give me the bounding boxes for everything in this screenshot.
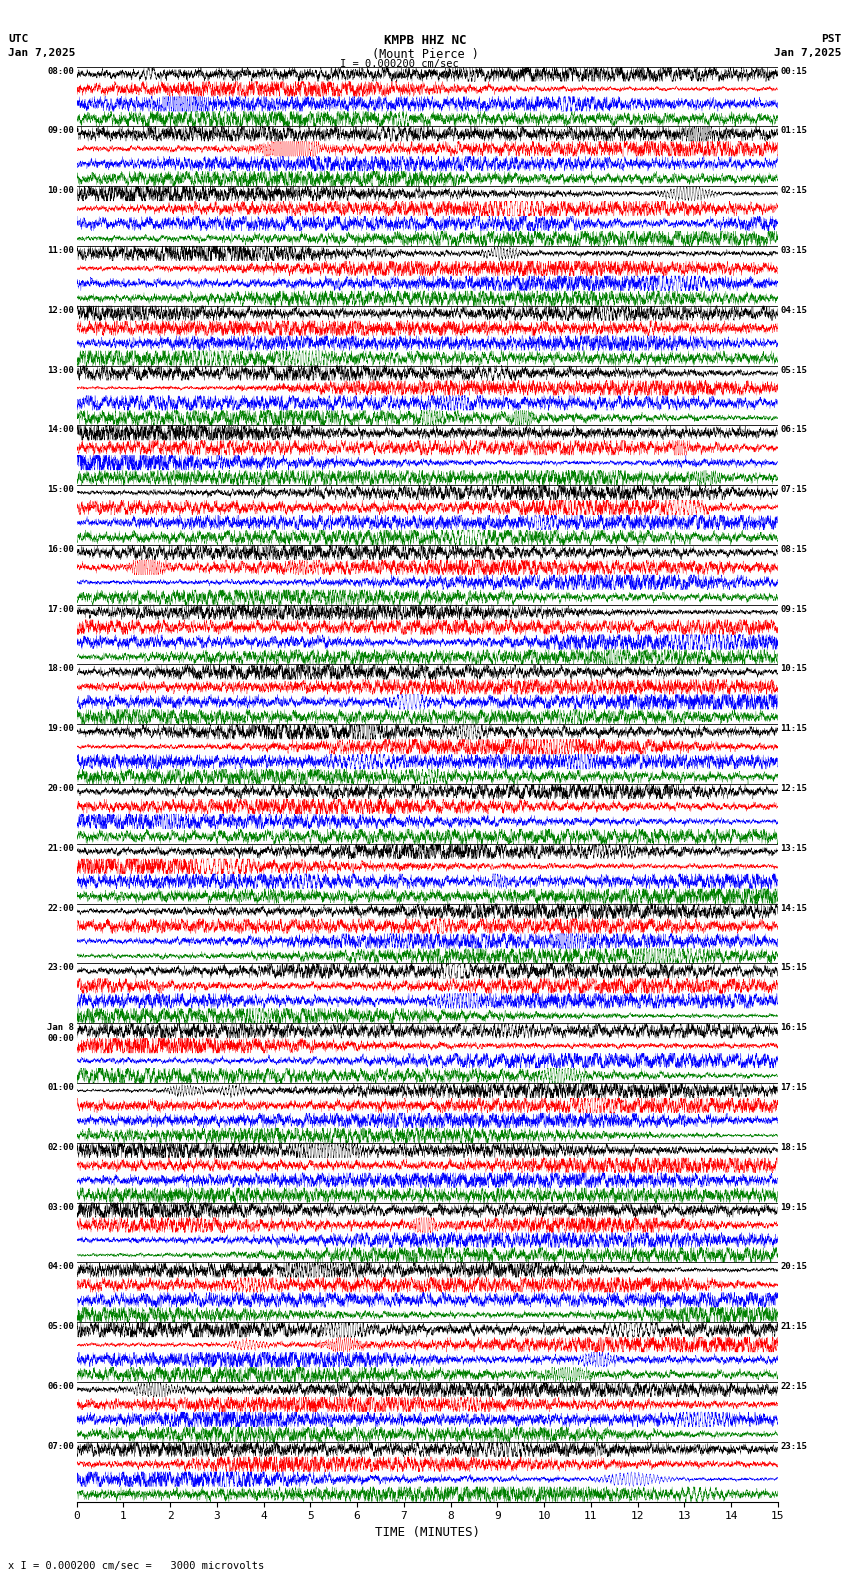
Text: 19:15: 19:15 bbox=[780, 1202, 808, 1212]
Text: 15:15: 15:15 bbox=[780, 963, 808, 973]
Text: 02:15: 02:15 bbox=[780, 187, 808, 195]
Text: 23:00: 23:00 bbox=[47, 963, 74, 973]
Text: 07:15: 07:15 bbox=[780, 485, 808, 494]
Text: 14:15: 14:15 bbox=[780, 903, 808, 912]
Text: 08:15: 08:15 bbox=[780, 545, 808, 554]
Text: 10:00: 10:00 bbox=[47, 187, 74, 195]
Text: 18:15: 18:15 bbox=[780, 1144, 808, 1152]
Text: I = 0.000200 cm/sec: I = 0.000200 cm/sec bbox=[340, 59, 459, 68]
Text: 20:15: 20:15 bbox=[780, 1262, 808, 1272]
Text: 08:00: 08:00 bbox=[47, 67, 74, 76]
Text: 12:00: 12:00 bbox=[47, 306, 74, 315]
Text: 06:15: 06:15 bbox=[780, 425, 808, 434]
Text: 05:15: 05:15 bbox=[780, 366, 808, 374]
Text: 13:00: 13:00 bbox=[47, 366, 74, 374]
Text: 03:15: 03:15 bbox=[780, 246, 808, 255]
Text: 03:00: 03:00 bbox=[47, 1202, 74, 1212]
Text: (Mount Pierce ): (Mount Pierce ) bbox=[371, 48, 479, 60]
Text: 19:00: 19:00 bbox=[47, 724, 74, 733]
Text: 21:15: 21:15 bbox=[780, 1323, 808, 1331]
Text: 17:00: 17:00 bbox=[47, 605, 74, 613]
Text: 22:00: 22:00 bbox=[47, 903, 74, 912]
Text: Jan 7,2025: Jan 7,2025 bbox=[8, 48, 76, 57]
Text: x I = 0.000200 cm/sec =   3000 microvolts: x I = 0.000200 cm/sec = 3000 microvolts bbox=[8, 1562, 264, 1571]
Text: 11:00: 11:00 bbox=[47, 246, 74, 255]
Text: 23:15: 23:15 bbox=[780, 1441, 808, 1451]
Text: 01:00: 01:00 bbox=[47, 1083, 74, 1091]
Text: 10:15: 10:15 bbox=[780, 664, 808, 673]
Text: Jan 7,2025: Jan 7,2025 bbox=[774, 48, 842, 57]
Text: PST: PST bbox=[821, 33, 842, 44]
Text: 05:00: 05:00 bbox=[47, 1323, 74, 1331]
Text: 15:00: 15:00 bbox=[47, 485, 74, 494]
Text: 18:00: 18:00 bbox=[47, 664, 74, 673]
Text: 16:00: 16:00 bbox=[47, 545, 74, 554]
Text: 14:00: 14:00 bbox=[47, 425, 74, 434]
Text: 04:00: 04:00 bbox=[47, 1262, 74, 1272]
Text: 02:00: 02:00 bbox=[47, 1144, 74, 1152]
Text: 11:15: 11:15 bbox=[780, 724, 808, 733]
Text: 22:15: 22:15 bbox=[780, 1381, 808, 1391]
Text: 09:00: 09:00 bbox=[47, 127, 74, 135]
X-axis label: TIME (MINUTES): TIME (MINUTES) bbox=[375, 1525, 479, 1538]
Text: 20:00: 20:00 bbox=[47, 784, 74, 794]
Text: 13:15: 13:15 bbox=[780, 844, 808, 852]
Text: KMPB HHZ NC: KMPB HHZ NC bbox=[383, 33, 467, 48]
Text: 09:15: 09:15 bbox=[780, 605, 808, 613]
Text: 07:00: 07:00 bbox=[47, 1441, 74, 1451]
Text: 17:15: 17:15 bbox=[780, 1083, 808, 1091]
Text: 12:15: 12:15 bbox=[780, 784, 808, 794]
Text: Jan 8
00:00: Jan 8 00:00 bbox=[47, 1023, 74, 1042]
Text: UTC: UTC bbox=[8, 33, 29, 44]
Text: 04:15: 04:15 bbox=[780, 306, 808, 315]
Text: 01:15: 01:15 bbox=[780, 127, 808, 135]
Text: 00:15: 00:15 bbox=[780, 67, 808, 76]
Text: 06:00: 06:00 bbox=[47, 1381, 74, 1391]
Text: 16:15: 16:15 bbox=[780, 1023, 808, 1033]
Text: 21:00: 21:00 bbox=[47, 844, 74, 852]
